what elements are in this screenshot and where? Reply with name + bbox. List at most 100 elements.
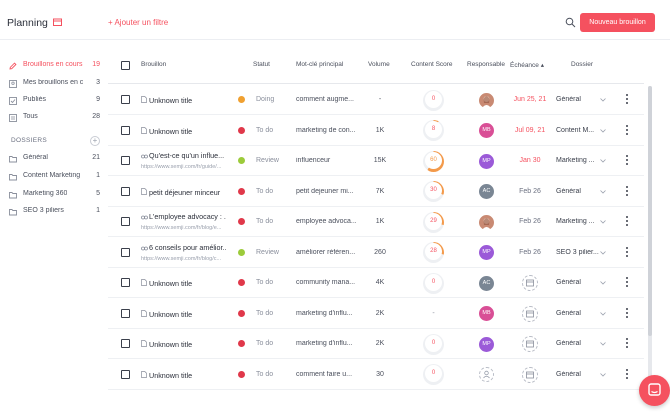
table-row[interactable]: L'employee advocacy : ... https://www.sem… bbox=[108, 207, 644, 237]
more-options-icon[interactable] bbox=[625, 307, 629, 320]
more-options-icon[interactable] bbox=[625, 94, 629, 106]
folder-select[interactable]: Général bbox=[556, 309, 581, 317]
col-statut[interactable]: Statut bbox=[253, 61, 270, 68]
sidebar-item-publies[interactable]: Publiés 9 bbox=[9, 95, 100, 108]
content-score[interactable]: 0 bbox=[425, 90, 442, 108]
status-label[interactable]: Review bbox=[256, 248, 279, 256]
set-due-date-button[interactable] bbox=[522, 275, 538, 292]
folder-select[interactable]: Général bbox=[556, 340, 581, 348]
new-draft-button[interactable]: Nouveau brouillon bbox=[580, 13, 655, 32]
status-label[interactable]: To do bbox=[256, 370, 274, 378]
row-checkbox[interactable] bbox=[121, 125, 130, 135]
scrollbar-thumb[interactable] bbox=[648, 86, 652, 336]
row-checkbox[interactable] bbox=[121, 369, 130, 379]
avatar[interactable]: MP bbox=[479, 153, 494, 169]
col-dossier[interactable]: Dossier bbox=[571, 61, 594, 68]
content-score[interactable]: 8 bbox=[425, 121, 442, 139]
folder-select[interactable]: Content M... bbox=[556, 126, 595, 134]
table-row[interactable]: Unknown title To do marketing d'influ... 2K… bbox=[108, 329, 644, 359]
row-checkbox[interactable] bbox=[121, 156, 130, 166]
main-keyword[interactable]: influenceur bbox=[296, 157, 331, 165]
due-date[interactable]: Jan 30 bbox=[519, 157, 541, 165]
add-filter-link[interactable]: + Ajouter un filtre bbox=[108, 18, 169, 27]
draft-title[interactable]: L'employee advocacy : ... bbox=[149, 212, 226, 222]
content-score[interactable]: 60 bbox=[425, 151, 442, 169]
chevron-down-icon[interactable] bbox=[600, 159, 606, 163]
row-checkbox[interactable] bbox=[121, 339, 130, 349]
status-label[interactable]: To do bbox=[256, 340, 274, 348]
chevron-down-icon[interactable] bbox=[600, 220, 606, 224]
content-score[interactable]: 0 bbox=[425, 334, 442, 352]
status-label[interactable]: To do bbox=[256, 279, 274, 287]
status-label[interactable]: To do bbox=[256, 218, 274, 226]
chevron-down-icon[interactable] bbox=[600, 189, 606, 194]
folder-select[interactable]: Général bbox=[556, 370, 581, 378]
more-options-icon[interactable] bbox=[625, 155, 629, 167]
chevron-down-icon[interactable] bbox=[600, 311, 606, 316]
draft-url[interactable]: https://www.semji.com/fr/blog/c... bbox=[141, 255, 221, 262]
content-score[interactable]: 0 bbox=[425, 365, 442, 383]
row-checkbox[interactable] bbox=[121, 308, 130, 318]
set-due-date-button[interactable] bbox=[522, 305, 538, 322]
avatar[interactable]: AC bbox=[479, 184, 494, 200]
more-options-icon[interactable] bbox=[625, 185, 629, 198]
main-keyword[interactable]: comment augme... bbox=[296, 96, 354, 104]
row-checkbox[interactable] bbox=[121, 95, 130, 105]
main-keyword[interactable]: comment faire u... bbox=[296, 370, 353, 378]
table-row[interactable]: Unknown title To do marketing de con... 1K 8… bbox=[108, 116, 644, 146]
main-keyword[interactable]: employee advoca... bbox=[296, 218, 356, 226]
content-score[interactable]: 0 bbox=[425, 273, 442, 291]
col-volume[interactable]: Volume bbox=[368, 61, 390, 68]
draft-title[interactable]: 6 conseils pour amélior... bbox=[149, 242, 226, 252]
table-row[interactable]: Unknown title To do comment faire u... 30 0 G… bbox=[108, 360, 644, 390]
sidebar-item-brouillons-en-cours[interactable]: Brouillons en cours 19 bbox=[9, 60, 100, 73]
chat-button[interactable] bbox=[639, 375, 670, 406]
table-row[interactable]: 6 conseils pour amélior... https://www.se… bbox=[108, 238, 644, 268]
col-content-score[interactable]: Content Score bbox=[411, 61, 453, 68]
draft-title[interactable]: Unknown title bbox=[149, 340, 193, 350]
status-label[interactable]: To do bbox=[256, 187, 274, 195]
draft-title[interactable]: Unknown title bbox=[149, 370, 193, 380]
table-row[interactable]: Qu'est-ce qu'un influe... https://www.sem… bbox=[108, 146, 644, 176]
due-date[interactable]: Jun 25, 21 bbox=[513, 96, 547, 104]
folder-select[interactable]: Général bbox=[556, 279, 581, 287]
folder-select[interactable]: Général bbox=[556, 96, 581, 104]
col-echeance[interactable]: Échéance ▴ bbox=[510, 62, 544, 69]
set-due-date-button[interactable] bbox=[522, 336, 538, 353]
draft-title[interactable]: Qu'est-ce qu'un influe... bbox=[149, 151, 225, 161]
folder-select[interactable]: Général bbox=[556, 187, 581, 195]
avatar[interactable]: AC bbox=[479, 275, 494, 291]
content-score[interactable]: 29 bbox=[425, 212, 442, 230]
main-keyword[interactable]: community mana... bbox=[296, 279, 356, 287]
sidebar-folder-content-marketing[interactable]: Content Marketing 1 bbox=[9, 171, 100, 184]
draft-url[interactable]: https://www.semji.com/fr/guide/... bbox=[141, 164, 221, 171]
status-label[interactable]: Doing bbox=[256, 96, 275, 104]
sidebar-folder-seo-3-piliers[interactable]: SEO 3 piliers 1 bbox=[9, 206, 100, 219]
avatar[interactable]: MB bbox=[479, 123, 494, 139]
table-row[interactable]: Unknown title Doing comment augme... - 0 Jun … bbox=[108, 85, 644, 115]
sidebar-item-mes-brouillons[interactable]: Mes brouillons en c... 3 bbox=[9, 78, 100, 91]
col-responsable[interactable]: Responsable bbox=[467, 61, 505, 68]
chevron-down-icon[interactable] bbox=[600, 281, 606, 285]
main-keyword[interactable]: marketing d'influ... bbox=[296, 340, 353, 348]
chevron-down-icon[interactable] bbox=[600, 372, 606, 377]
avatar[interactable]: MP bbox=[479, 336, 494, 352]
more-options-icon[interactable] bbox=[625, 338, 629, 350]
avatar[interactable] bbox=[479, 92, 494, 108]
main-keyword[interactable]: marketing de con... bbox=[296, 126, 356, 134]
table-row[interactable]: Unknown title To do marketing d'influ... 2K… bbox=[108, 299, 644, 329]
draft-title[interactable]: Unknown title bbox=[149, 96, 193, 106]
status-label[interactable]: To do bbox=[256, 309, 274, 317]
avatar[interactable]: MP bbox=[479, 245, 494, 261]
select-all-checkbox[interactable] bbox=[121, 61, 130, 70]
folder-select[interactable]: Marketing ... bbox=[556, 157, 595, 165]
due-date[interactable]: Feb 26 bbox=[519, 218, 541, 226]
content-score[interactable]: 28 bbox=[425, 243, 442, 261]
add-folder-button[interactable]: + bbox=[90, 136, 100, 146]
avatar[interactable]: MB bbox=[479, 306, 494, 322]
status-label[interactable]: To do bbox=[256, 126, 274, 134]
more-options-icon[interactable] bbox=[625, 246, 629, 259]
more-options-icon[interactable] bbox=[625, 216, 629, 228]
draft-url[interactable]: https://www.semji.com/fr/blog/e... bbox=[141, 225, 221, 232]
row-checkbox[interactable] bbox=[121, 278, 130, 288]
